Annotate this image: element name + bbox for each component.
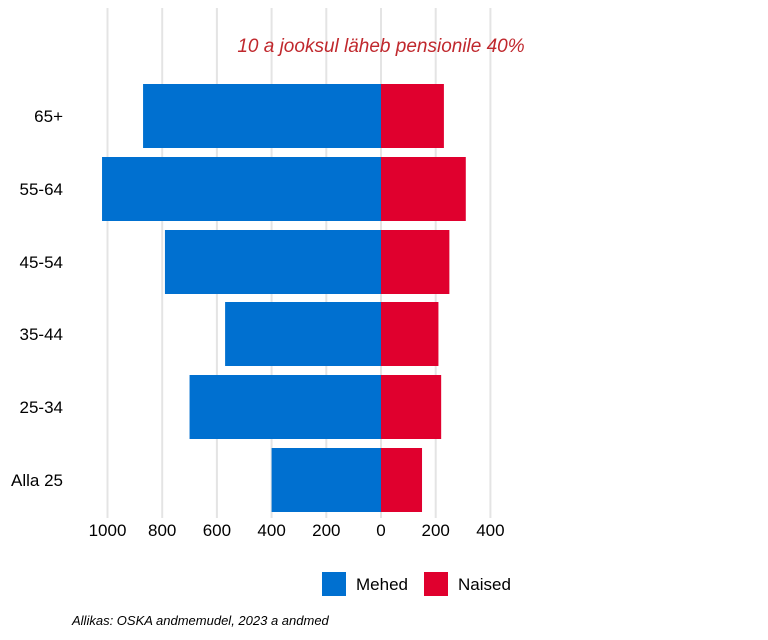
bar-naised-alla-25 bbox=[381, 448, 423, 512]
bar-naised-35-44 bbox=[381, 302, 439, 366]
bar-naised-55-64 bbox=[381, 157, 466, 221]
x-tick-label: 400 bbox=[257, 521, 285, 540]
legend-label-naised: Naised bbox=[458, 575, 511, 594]
x-tick-label: 200 bbox=[422, 521, 450, 540]
legend-swatch-mehed bbox=[322, 572, 346, 596]
bar-naised-25-34 bbox=[381, 375, 442, 439]
chart-annotation: 10 a jooksul läheb pensionile 40% bbox=[237, 36, 524, 57]
x-tick-label: 200 bbox=[312, 521, 340, 540]
x-tick-label: 0 bbox=[376, 521, 385, 540]
bar-mehed-65- bbox=[143, 84, 381, 148]
y-tick-label: 25-34 bbox=[20, 398, 63, 417]
bar-mehed-25-34 bbox=[189, 375, 381, 439]
legend-swatch-naised bbox=[424, 572, 448, 596]
bar-naised-65- bbox=[381, 84, 444, 148]
y-tick-label: 35-44 bbox=[20, 325, 63, 344]
y-tick-label: 55-64 bbox=[20, 180, 63, 199]
x-tick-label: 400 bbox=[476, 521, 504, 540]
legend: Mehed Naised bbox=[322, 572, 511, 596]
bar-mehed-alla-25 bbox=[271, 448, 381, 512]
source-note: Allikas: OSKA andmemudel, 2023 a andmed bbox=[72, 613, 329, 628]
y-tick-label: 45-54 bbox=[20, 253, 63, 272]
y-axis-labels: Alla 25 25-34 35-44 45-54 55-64 65+ bbox=[11, 107, 63, 490]
x-tick-label: 600 bbox=[203, 521, 231, 540]
legend-label-mehed: Mehed bbox=[356, 575, 408, 594]
y-tick-label: Alla 25 bbox=[11, 471, 63, 490]
x-axis-labels: 1000 800 600 400 200 0 200 400 bbox=[89, 521, 505, 540]
x-tick-label: 1000 bbox=[89, 521, 127, 540]
bars bbox=[102, 84, 466, 512]
x-tick-label: 800 bbox=[148, 521, 176, 540]
bar-mehed-55-64 bbox=[102, 157, 381, 221]
bar-mehed-35-44 bbox=[225, 302, 381, 366]
bar-mehed-45-54 bbox=[164, 230, 381, 294]
y-tick-label: 65+ bbox=[34, 107, 63, 126]
bar-naised-45-54 bbox=[381, 230, 450, 294]
